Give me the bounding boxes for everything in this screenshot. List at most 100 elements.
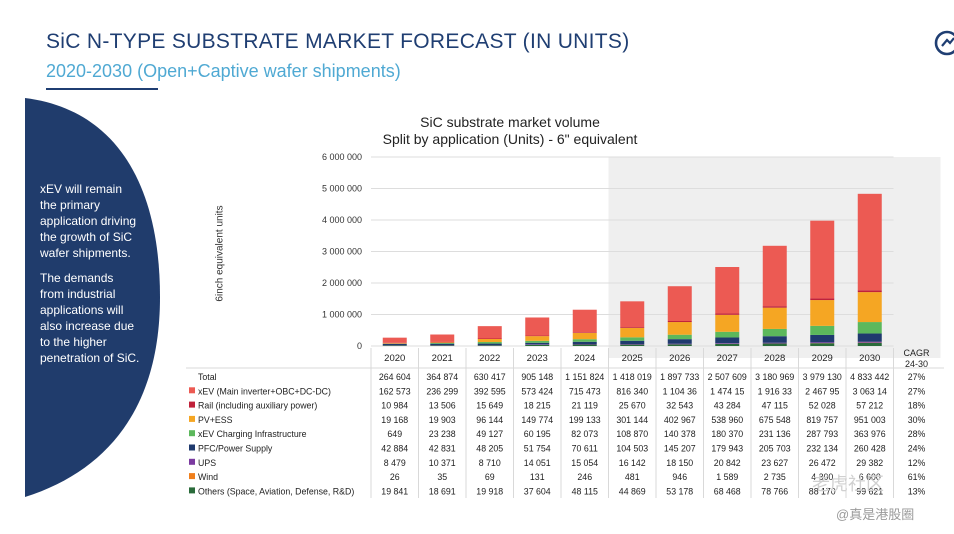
bar-segment: [572, 339, 597, 342]
data-label: 246: [577, 472, 592, 482]
data-label: 19 918: [476, 486, 503, 496]
bar-segment: [762, 307, 787, 329]
data-label: 675 548: [759, 415, 791, 425]
data-label: 48 115: [572, 486, 598, 496]
data-label: 26: [390, 472, 400, 482]
data-label: 140 378: [664, 429, 696, 439]
y-tick-label: 0: [357, 341, 362, 351]
watermark: @真是港股圈: [836, 507, 915, 522]
data-label: 573 424: [521, 386, 553, 396]
data-label: 1 897 733: [660, 372, 699, 382]
data-label: 392 595: [474, 386, 506, 396]
bar-segment: [667, 321, 692, 323]
data-label: 23 627: [761, 458, 788, 468]
bar-segment: [525, 335, 550, 337]
data-label: 630 417: [474, 372, 506, 382]
data-label: 13 506: [429, 401, 456, 411]
data-label: 20 842: [714, 458, 741, 468]
cagr-header: 24-30: [905, 359, 928, 369]
bar-segment: [572, 344, 597, 346]
legend-label: xEV (Main inverter+OBC+DC-DC): [198, 386, 331, 396]
data-label: 48 205: [476, 444, 503, 454]
bar-segment: [525, 336, 550, 341]
bar-segment: [572, 309, 597, 333]
bar-segment: [857, 290, 882, 293]
data-label: 8 710: [479, 458, 501, 468]
data-label: 2 467 95: [805, 386, 839, 396]
bar-segment: [857, 322, 882, 334]
data-label: 3 180 969: [755, 372, 794, 382]
data-label: 1 104 36: [663, 386, 697, 396]
x-tick-label: 2029: [812, 353, 833, 364]
title-underline: [46, 88, 158, 90]
bar-segment: [477, 345, 502, 346]
bar-segment: [810, 300, 835, 326]
data-label: 205 703: [759, 444, 791, 454]
data-label: 951 003: [854, 415, 886, 425]
bar-segment: [572, 332, 597, 340]
data-label: 149 774: [521, 415, 553, 425]
legend-swatch: [189, 444, 195, 451]
data-label: 1 589: [716, 472, 738, 482]
legend-swatch: [189, 430, 195, 437]
data-label: 402 967: [664, 415, 696, 425]
bar-segment: [620, 327, 645, 338]
legend-label: PFC/Power Supply: [198, 444, 273, 454]
bar-segment: [430, 345, 455, 346]
data-label: 6 600: [859, 472, 881, 482]
data-label: 47 115: [762, 401, 788, 411]
bar-segment: [620, 344, 645, 345]
data-label: 19 168: [381, 415, 408, 425]
x-tick-label: 2021: [432, 353, 453, 364]
data-label: 260 428: [854, 444, 886, 454]
logo-icon: [934, 30, 954, 56]
legend-label: Total: [198, 372, 217, 382]
bar-segment: [477, 339, 502, 343]
data-label: 179 943: [711, 444, 743, 454]
data-label: 162 573: [379, 386, 411, 396]
legend-swatch: [189, 387, 195, 394]
data-label: 4 833 442: [850, 372, 889, 382]
x-tick-label: 2023: [527, 353, 548, 364]
bar-segment: [810, 220, 835, 299]
data-label: 16 142: [619, 458, 646, 468]
data-label: 14 051: [524, 458, 551, 468]
bar-segment: [762, 306, 787, 308]
data-label: 70 611: [572, 444, 598, 454]
chart-title: SiC substrate market volume: [420, 114, 600, 130]
data-label: 19 841: [381, 486, 408, 496]
y-tick-label: 5 000 000: [322, 184, 362, 194]
data-label: 1 474 15: [710, 386, 744, 396]
data-label: 108 870: [616, 429, 648, 439]
x-tick-label: 2026: [669, 353, 690, 364]
bar-segment: [382, 337, 407, 343]
data-label: 18 691: [429, 486, 456, 496]
watermark-faint: 老虎社区: [812, 474, 884, 494]
bar-segment: [430, 343, 455, 344]
data-label: 715 473: [569, 386, 601, 396]
bar-segment: [857, 342, 882, 346]
bar-segment: [762, 245, 787, 307]
data-label: 3 979 130: [803, 372, 842, 382]
data-label: 3 063 14: [853, 386, 887, 396]
data-label: 60 195: [524, 429, 551, 439]
x-tick-label: 2024: [574, 353, 595, 364]
data-label: 131: [530, 472, 545, 482]
data-label: 42 884: [381, 444, 408, 454]
bar-segment: [857, 341, 882, 343]
data-label: 287 793: [806, 429, 838, 439]
cagr-value: 28%: [908, 429, 926, 439]
data-label: 8 479: [384, 458, 406, 468]
side-panel-paragraph-1: xEV will remain the primary application …: [40, 182, 137, 260]
data-label: 4 300: [811, 472, 833, 482]
data-label: 104 503: [616, 444, 648, 454]
bar-segment: [525, 342, 550, 345]
bar-segment: [667, 286, 692, 322]
bar-segment: [715, 331, 740, 338]
cagr-value: 30%: [908, 415, 926, 425]
cagr-value: 27%: [908, 372, 926, 382]
x-tick-label: 2027: [717, 353, 738, 364]
bar-segment: [810, 343, 835, 346]
data-label: 37 604: [524, 486, 551, 496]
data-label: 52 028: [809, 401, 836, 411]
